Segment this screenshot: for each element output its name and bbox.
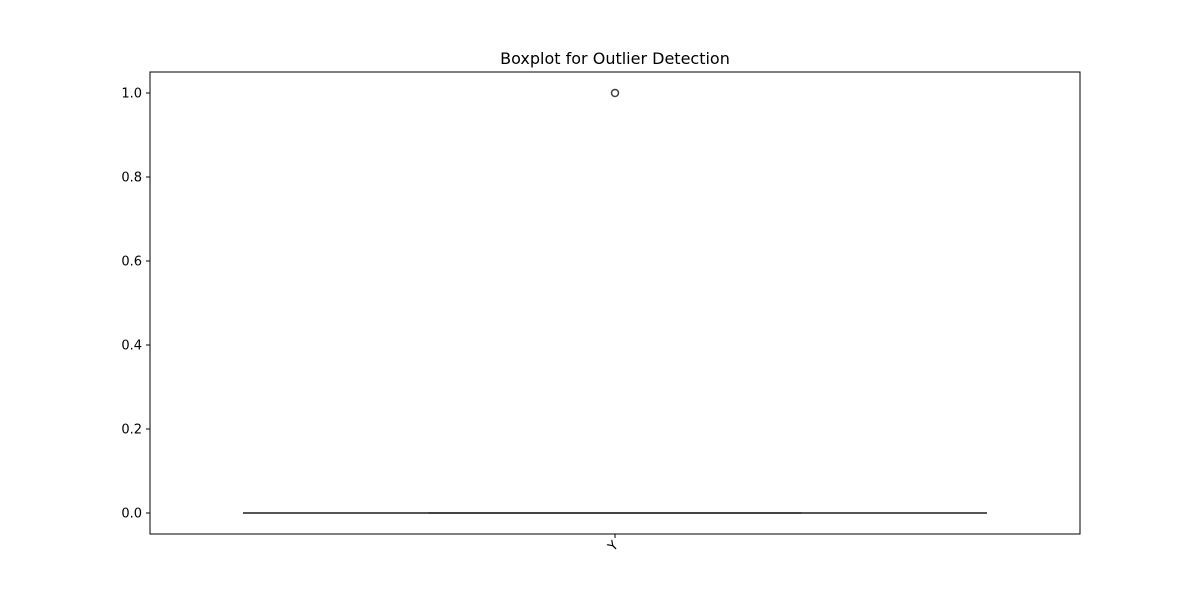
y-tick-label: 1.0 xyxy=(121,87,142,102)
y-tick-label: 0.8 xyxy=(121,171,142,186)
outlier-point xyxy=(610,88,620,98)
x-tick-label: Y xyxy=(605,538,622,555)
y-tick-label: 0.2 xyxy=(121,423,142,438)
y-tick-label: 0.4 xyxy=(121,339,142,354)
y-tick-label: 0.6 xyxy=(121,255,142,270)
axes-frame xyxy=(149,71,1081,535)
plot-area: 0.0 0.2 0.4 0.6 0.8 1.0 Y xyxy=(121,71,1081,555)
y-tick-label: 0.0 xyxy=(121,507,142,522)
chart-title: Boxplot for Outlier Detection xyxy=(500,49,730,68)
